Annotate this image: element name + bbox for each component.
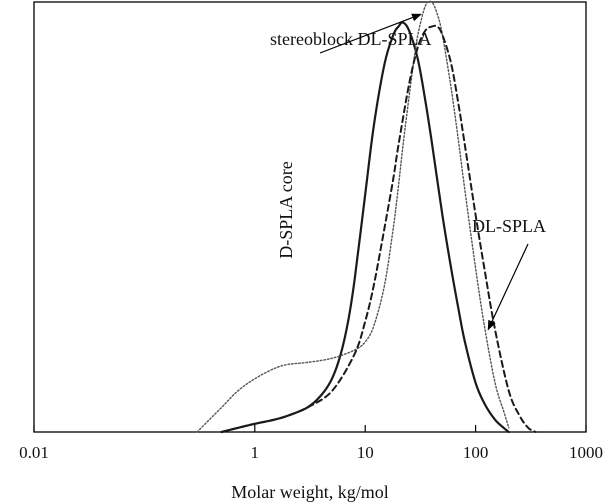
series-layer — [196, 0, 537, 434]
annotation-arrow — [487, 243, 529, 331]
series-dl-spla — [220, 24, 537, 433]
x-tick-label: 10 — [357, 443, 374, 462]
x-tick-label: 1 — [251, 443, 260, 462]
annotation-layer: stereoblock DL-SPLA DL-SPLA D-SPLA core — [270, 13, 546, 331]
x-axis-label: Molar weight, kg/mol — [231, 482, 388, 502]
x-tick-label: 0.01 — [19, 443, 49, 462]
x-tick-label: 1000 — [569, 443, 603, 462]
annotation-label: stereoblock DL-SPLA — [270, 29, 431, 49]
x-tick-label: 100 — [463, 443, 489, 462]
x-axis-tick-labels: 0.01 1 10 100 1000 — [19, 443, 603, 462]
annotation-arrow — [319, 13, 422, 54]
annotation-label: D-SPLA core — [276, 161, 296, 259]
annotation-label: DL-SPLA — [472, 216, 546, 236]
x-axis-ticks — [33, 425, 587, 432]
series-stereoblock-dl-spla — [196, 0, 510, 433]
plot-area — [33, 1, 587, 433]
